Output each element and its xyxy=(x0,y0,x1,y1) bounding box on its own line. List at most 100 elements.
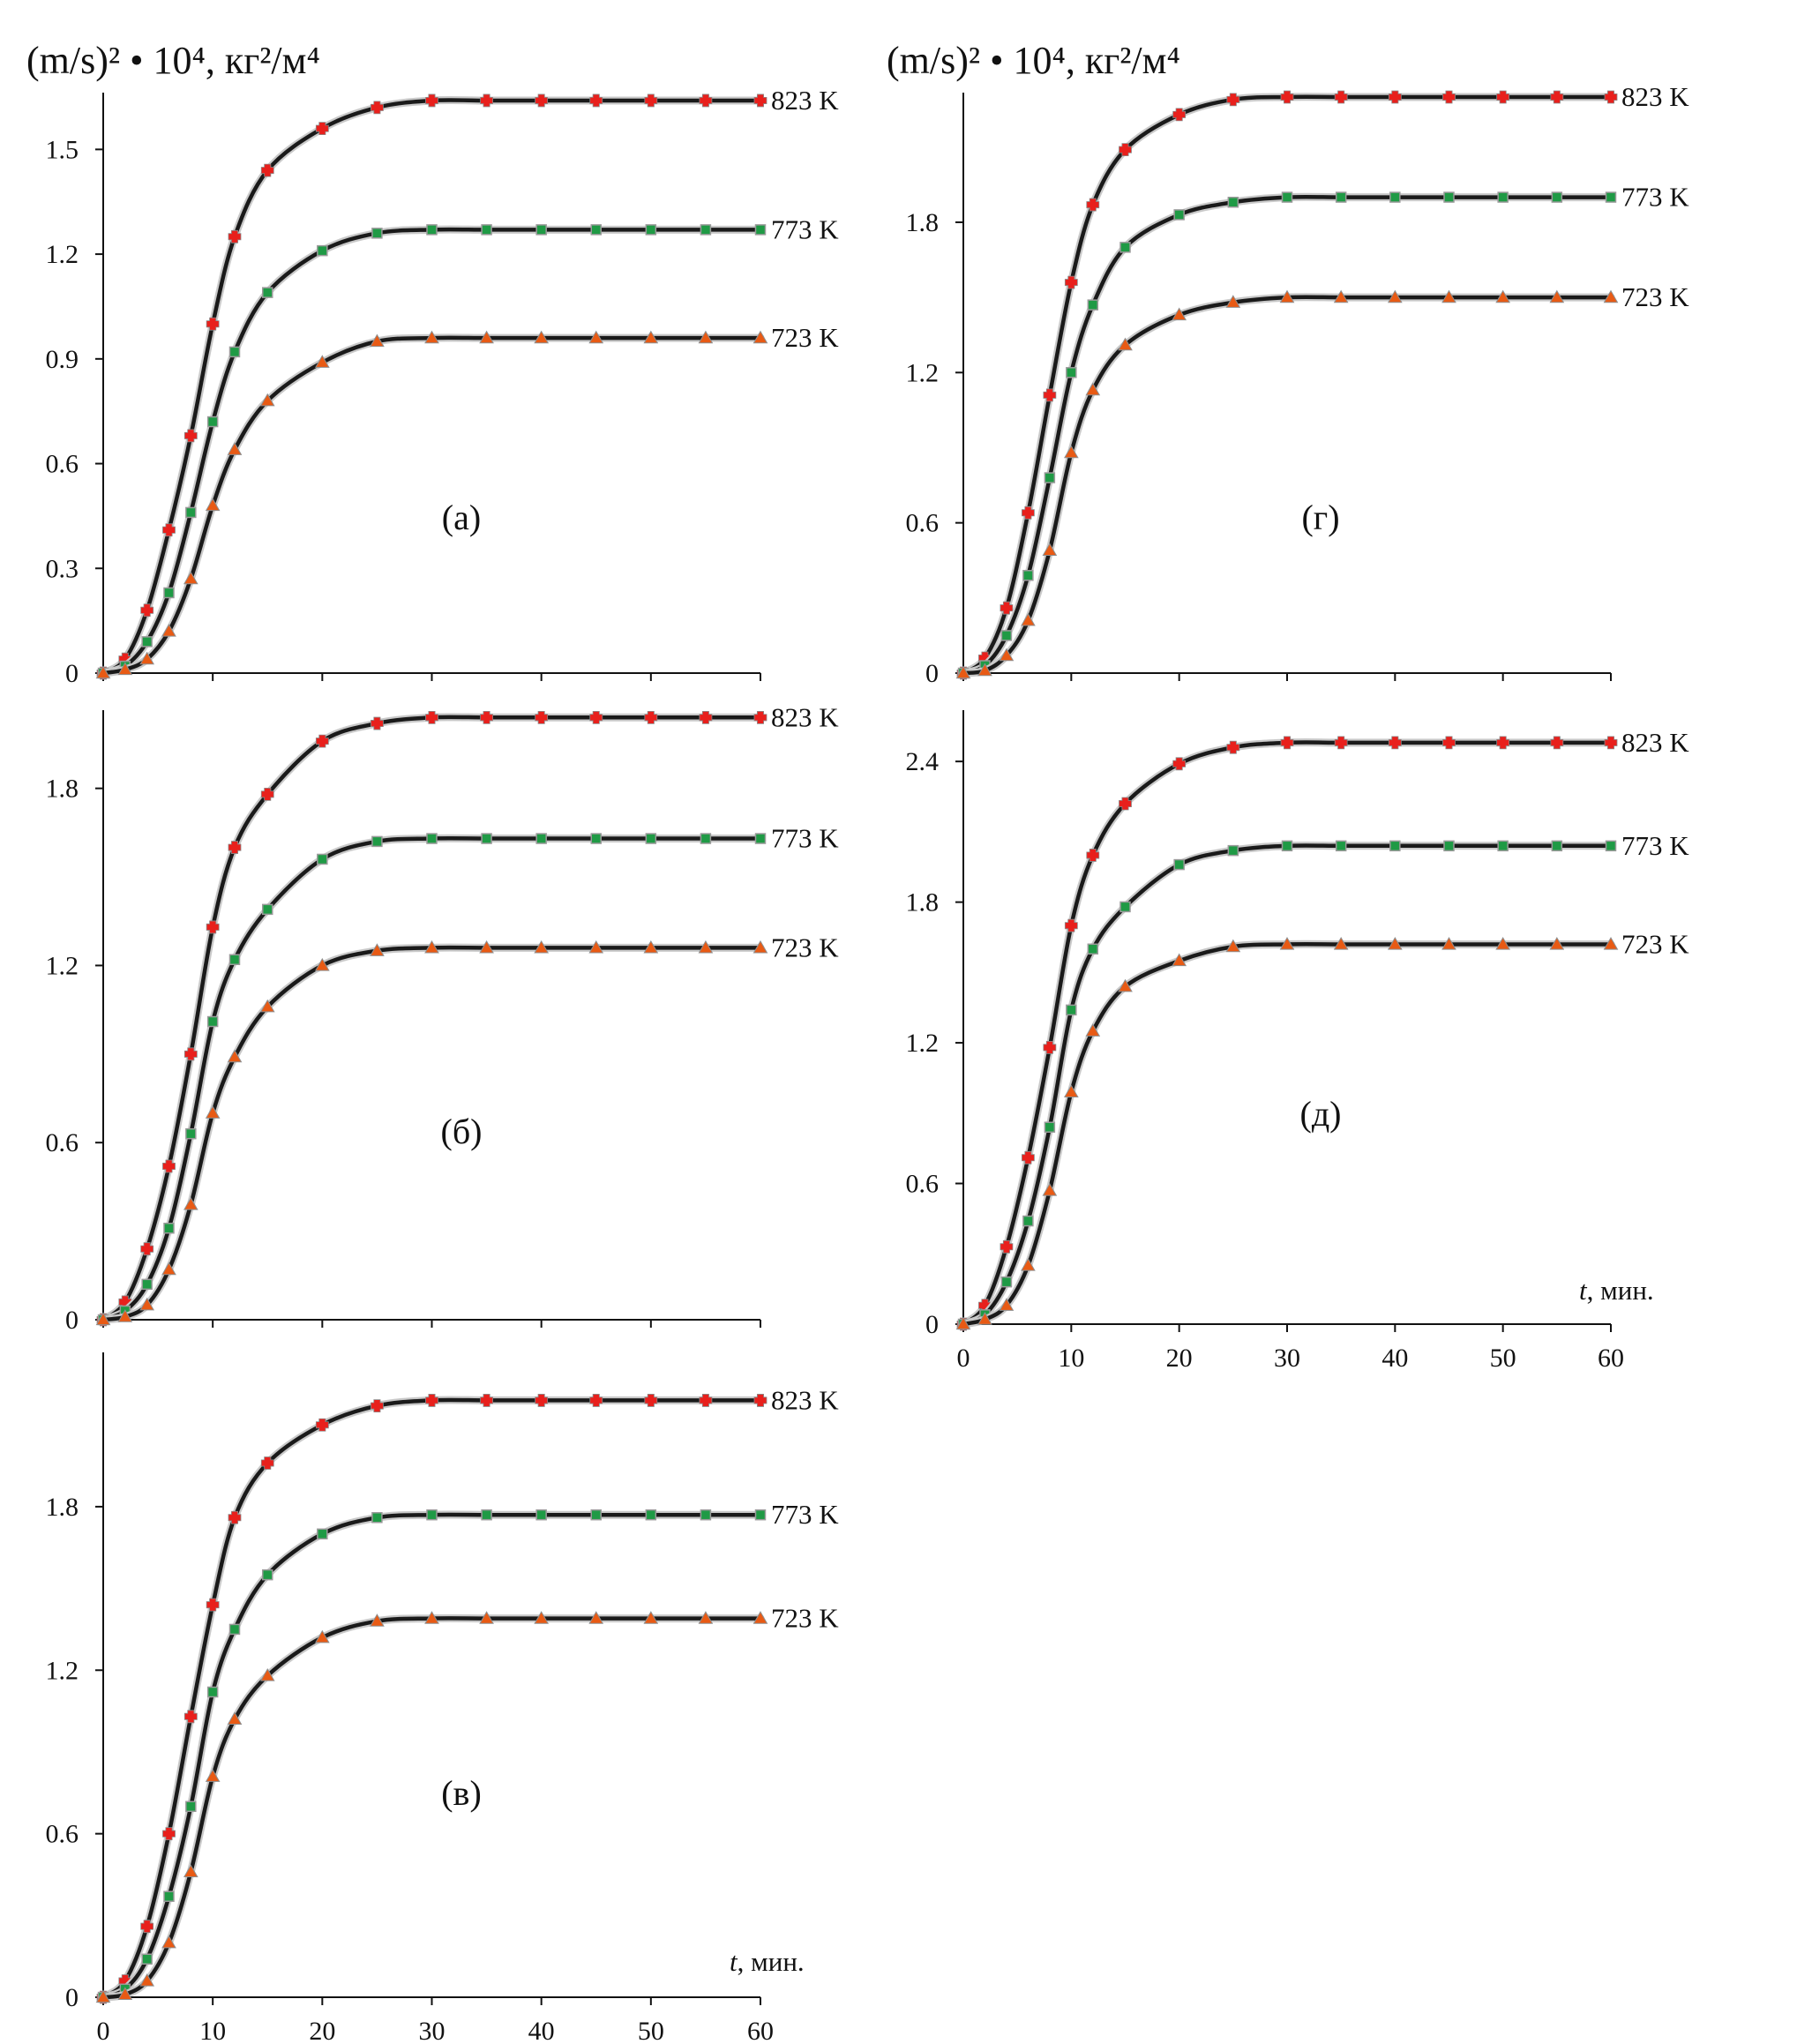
series-label: 773 K xyxy=(771,1499,839,1530)
data-point xyxy=(1225,295,1241,308)
data-point xyxy=(644,710,658,724)
data-point xyxy=(1000,1276,1013,1288)
data-point xyxy=(260,163,274,177)
data-point xyxy=(1064,918,1078,932)
data-point xyxy=(228,954,241,965)
data-point xyxy=(1495,289,1511,303)
data-point xyxy=(1000,630,1013,641)
data-point xyxy=(1389,840,1401,852)
data-point xyxy=(117,662,133,676)
data-point xyxy=(1172,757,1187,771)
y-tick-label: 0 xyxy=(925,1310,939,1339)
data-point xyxy=(205,1769,221,1782)
series-line-halo xyxy=(959,841,1615,1329)
series-line xyxy=(961,740,1614,1327)
series-line-halo xyxy=(99,225,765,678)
series-line-halo xyxy=(959,738,1615,1329)
series-label: 823 K xyxy=(771,701,839,732)
data-point xyxy=(228,346,241,358)
series-group: 823 K xyxy=(96,701,839,1327)
data-point xyxy=(1044,1121,1056,1134)
data-point xyxy=(1604,90,1618,104)
series-label: 823 K xyxy=(1621,727,1689,758)
data-point xyxy=(1496,90,1510,104)
data-point xyxy=(371,101,384,115)
data-point xyxy=(139,1973,155,1987)
data-point xyxy=(1279,289,1295,303)
data-point xyxy=(259,393,275,407)
data-point xyxy=(117,1309,133,1322)
data-point xyxy=(370,333,385,348)
y-tick-label: 0 xyxy=(65,1983,79,2012)
data-point xyxy=(535,1394,549,1407)
data-point xyxy=(955,665,971,679)
data-point xyxy=(644,1394,658,1407)
series-group: 773 K xyxy=(957,182,1689,679)
data-point xyxy=(1118,978,1133,992)
panel-label: (а) xyxy=(442,498,481,537)
x-tick-label: 10 xyxy=(199,2017,226,2044)
data-point xyxy=(534,940,550,954)
data-point xyxy=(534,1611,550,1624)
data-point xyxy=(535,710,549,724)
y-axis-title-right: (m/s)² • 10⁴, кг²/м⁴ xyxy=(887,39,1180,82)
series-line xyxy=(961,94,1614,676)
data-point xyxy=(1063,445,1079,459)
series-label: 773 K xyxy=(771,823,839,854)
x-tick-label: 50 xyxy=(638,2017,664,2044)
y-tick-label: 0.6 xyxy=(46,1128,79,1157)
data-point xyxy=(185,506,197,519)
series-group: 723 K xyxy=(95,1603,839,2003)
y-tick-label: 0.6 xyxy=(906,509,940,538)
chart-panel: 0 0.6 1.2 1.8 2.4 0 10 20 30 40 50 60 t, мин. (д) 823 … xyxy=(906,710,1689,1373)
data-point xyxy=(752,940,768,954)
data-point xyxy=(698,330,714,344)
data-point xyxy=(1086,849,1100,862)
y-tick-label: 0.6 xyxy=(906,1170,940,1199)
data-point xyxy=(426,1509,438,1521)
data-point xyxy=(754,1509,767,1521)
data-point xyxy=(700,1509,712,1521)
data-point xyxy=(140,1920,154,1934)
data-point xyxy=(1119,901,1131,913)
data-point xyxy=(590,833,602,844)
data-point xyxy=(425,710,438,724)
chart-panel: 0 0.6 1.2 1.8 0 10 20 30 40 50 60 t, мин. (в) 823 K 77… xyxy=(46,1352,839,2044)
series-label: 773 K xyxy=(1621,830,1689,861)
data-point xyxy=(700,224,712,236)
y-tick-label: 0.6 xyxy=(46,450,79,479)
series-label: 773 K xyxy=(771,213,839,244)
series-label: 723 K xyxy=(771,322,839,353)
series-line xyxy=(101,1616,763,2000)
x-tick-label: 50 xyxy=(1490,1344,1516,1373)
data-point xyxy=(754,224,767,236)
series-label: 823 K xyxy=(771,1384,839,1415)
data-point xyxy=(1042,543,1058,557)
data-point xyxy=(643,1611,659,1624)
data-point xyxy=(140,1242,154,1256)
chart-panels: 0 0.3 0.6 0.9 1.2 1.5 (а) 823 K 773 K 723 K 0 0.6 1.… xyxy=(46,81,1690,2044)
data-point xyxy=(479,1611,494,1624)
data-point xyxy=(590,1509,602,1521)
y-tick-label: 1.2 xyxy=(46,951,79,980)
data-point xyxy=(699,94,713,108)
data-point xyxy=(1333,289,1349,303)
series-group: 823 K xyxy=(96,1384,839,2004)
x-tick-label: 20 xyxy=(1166,1344,1193,1373)
data-point xyxy=(317,853,328,865)
data-point xyxy=(698,940,714,954)
data-point xyxy=(1387,289,1403,303)
data-point xyxy=(163,1891,175,1902)
data-point xyxy=(185,1801,197,1812)
data-point xyxy=(314,957,330,971)
data-point xyxy=(480,710,493,724)
panel-label: (д) xyxy=(1300,1094,1342,1134)
data-point xyxy=(315,122,329,136)
data-point xyxy=(1021,612,1036,626)
y-tick-label: 1.2 xyxy=(906,358,940,387)
data-point xyxy=(370,1613,385,1627)
x-tick-label: 40 xyxy=(528,2017,555,2044)
data-point xyxy=(1334,90,1348,104)
data-point xyxy=(424,940,439,954)
data-point xyxy=(1172,307,1187,321)
